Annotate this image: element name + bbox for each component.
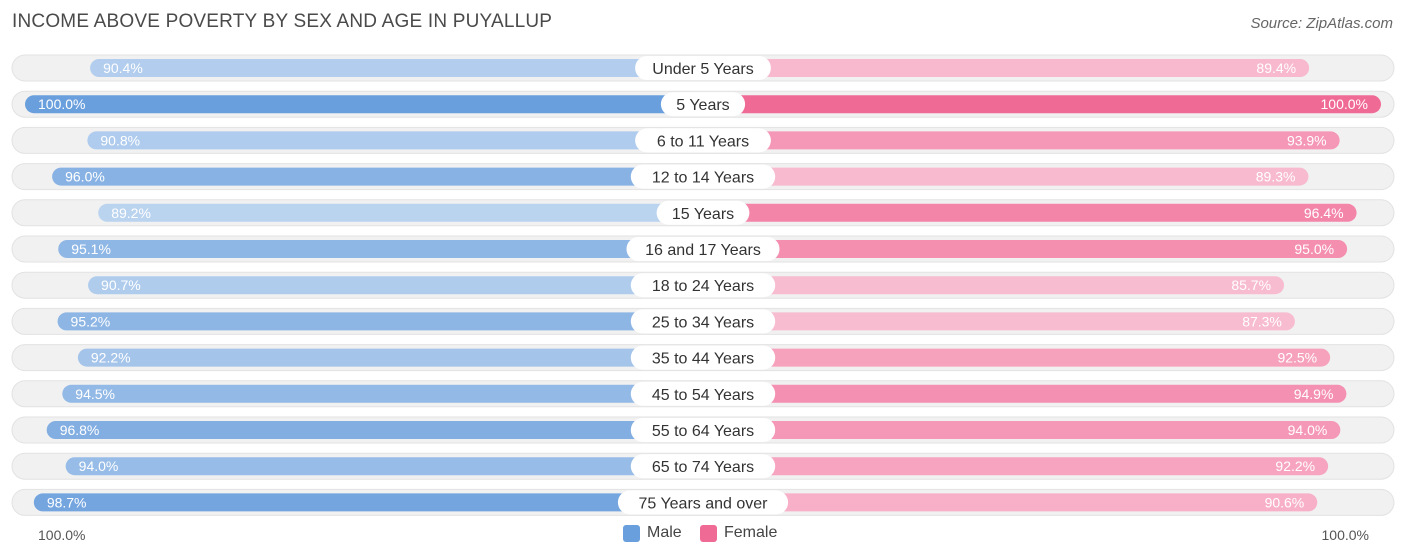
bar-chart: 90.4% 89.4% Under 5 Years 100.0% 100.0% 5 Yea…: [11, 54, 1395, 516]
male-bar: [25, 95, 703, 114]
category-label: 45 to 54 Years: [652, 387, 754, 404]
male-value-label: 96.0%: [65, 169, 105, 185]
category-pill: [630, 345, 776, 370]
female-bar: [703, 421, 1341, 439]
category-label: Under 5 Years: [652, 61, 753, 78]
female-value-label: 100.0%: [1321, 96, 1368, 112]
legend-item-female: Female: [700, 524, 777, 542]
category-pill: [635, 128, 771, 153]
female-bar: [703, 384, 1347, 403]
category-label: 65 to 74 Years: [652, 459, 754, 476]
category-label: 75 Years and over: [639, 495, 769, 512]
female-bar: [703, 59, 1310, 77]
female-value-label: 92.2%: [1275, 458, 1315, 474]
female-value-label: 89.4%: [1256, 60, 1296, 76]
legend: Male Female: [0, 524, 1406, 544]
male-value-label: 90.4%: [103, 60, 143, 76]
male-value-label: 90.8%: [100, 132, 140, 148]
female-bar: [703, 131, 1340, 150]
male-bar: [57, 312, 703, 331]
male-value-label: 90.7%: [101, 277, 141, 293]
male-bar: [65, 457, 704, 476]
female-value-label: 95.0%: [1294, 241, 1334, 257]
female-bar: [703, 203, 1357, 222]
category-label: 55 to 64 Years: [652, 423, 754, 440]
male-bar: [62, 384, 704, 403]
male-value-label: 98.7%: [47, 494, 87, 510]
axis-right-label: 100.0%: [1321, 527, 1369, 543]
category-label: 15 Years: [672, 206, 734, 223]
female-bar: [703, 95, 1381, 114]
female-value-label: 96.4%: [1304, 205, 1344, 221]
female-bar: [703, 167, 1309, 186]
category-label: 12 to 14 Years: [652, 170, 754, 187]
legend-label-male: Male: [647, 524, 682, 541]
category-pill: [630, 309, 776, 334]
chart-title: INCOME ABOVE POVERTY BY SEX AND AGE IN P…: [12, 11, 553, 32]
female-value-label: 90.6%: [1265, 494, 1305, 510]
female-bar: [703, 348, 1331, 367]
category-pill: [630, 273, 776, 298]
male-bar: [77, 348, 703, 367]
male-value-label: 94.5%: [75, 386, 115, 402]
category-label: 18 to 24 Years: [652, 278, 754, 295]
male-value-label: 95.2%: [71, 313, 111, 329]
category-label: 6 to 11 Years: [657, 133, 749, 150]
category-label: 35 to 44 Years: [652, 351, 754, 368]
legend-label-female: Female: [724, 524, 778, 541]
category-label: 5 Years: [676, 97, 729, 114]
female-value-label: 92.5%: [1277, 350, 1317, 366]
category-pill: [635, 56, 771, 80]
male-bar: [90, 59, 703, 77]
female-value-label: 94.9%: [1294, 386, 1334, 402]
female-bar: [703, 240, 1348, 258]
female-bar: [703, 457, 1329, 476]
male-value-label: 95.1%: [71, 241, 111, 257]
category-label: 25 to 34 Years: [652, 314, 754, 331]
category-pill: [630, 418, 776, 442]
female-value-label: 93.9%: [1287, 132, 1327, 148]
male-bar: [46, 421, 704, 439]
legend-swatch-female: [700, 524, 717, 542]
female-value-label: 89.3%: [1256, 169, 1296, 185]
male-bar: [33, 493, 703, 512]
source-label: Source: ZipAtlas.com: [1250, 15, 1393, 32]
category-pill: [630, 381, 776, 406]
category-pill: [660, 92, 746, 117]
female-bar: [703, 312, 1295, 331]
female-value-label: 87.3%: [1242, 313, 1282, 329]
female-bar: [703, 493, 1318, 512]
axis-left-label: 100.0%: [38, 527, 86, 543]
male-bar: [52, 167, 704, 186]
female-value-label: 94.0%: [1288, 422, 1328, 438]
category-pill: [626, 237, 780, 261]
legend-item-male: Male: [623, 524, 682, 542]
male-value-label: 89.2%: [111, 205, 151, 221]
female-value-label: 85.7%: [1231, 277, 1271, 293]
legend-swatch-male: [623, 524, 640, 542]
category-pill: [656, 200, 750, 225]
male-bar: [98, 203, 703, 222]
male-value-label: 96.8%: [60, 422, 100, 438]
male-value-label: 100.0%: [38, 96, 85, 112]
male-bar: [58, 240, 704, 258]
male-bar: [87, 131, 704, 150]
male-value-label: 94.0%: [79, 458, 119, 474]
male-bar: [88, 276, 703, 295]
category-label: 16 and 17 Years: [645, 242, 761, 259]
female-bar: [703, 276, 1285, 295]
male-value-label: 92.2%: [91, 350, 131, 366]
category-pill: [617, 490, 789, 515]
category-pill: [630, 164, 776, 189]
category-pill: [630, 454, 776, 479]
